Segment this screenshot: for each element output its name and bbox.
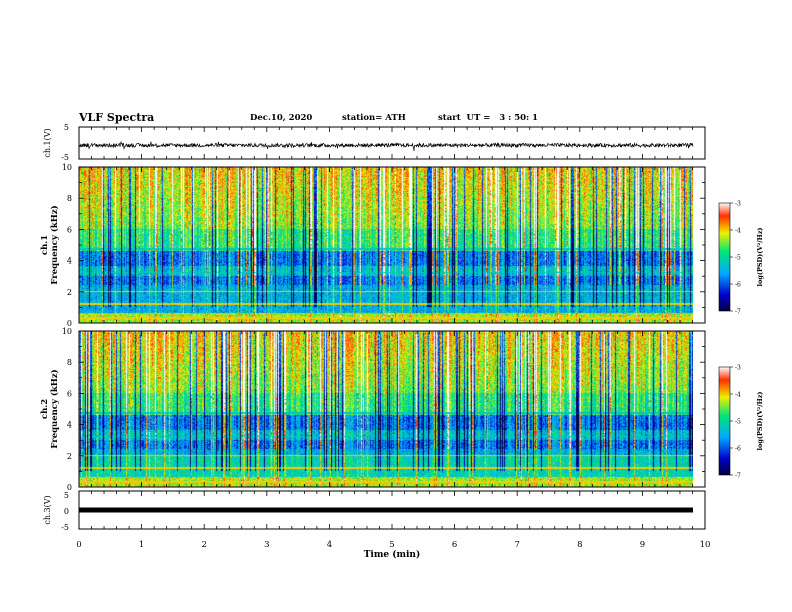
spec1-image [79,167,693,323]
ch3-waveform [79,507,693,513]
colorbar-tick-label: -4 [735,392,741,399]
ch1-ylabel: ch.1(V) [43,128,52,157]
station-label: station= ATH [342,113,406,123]
ch1-colorbar-ticks: -3 -4 -5 -6 -7 [730,201,741,316]
ch1-ytick-bottom: -5 [61,153,69,162]
ch3-ytick-5: 5 [64,491,69,500]
colorbar-tick-label: -4 [735,228,741,235]
colorbar-tick-label: -3 [735,365,741,372]
ch2-colorbar-label: log(PSD)(V²/Hz) [756,392,764,451]
ch2-spectrogram [79,331,693,487]
ch1-colorbar-label: log(PSD)(V²/Hz) [756,228,764,287]
colorbar-tick-label: -3 [735,201,741,208]
x-tick-label: 0 [76,540,81,550]
spec2-image [79,331,693,487]
x-tick-label: 6 [452,540,457,550]
x-axis-label: Time (min) [364,549,421,560]
chart-title: VLF Spectra [79,111,155,124]
ch2-spec-ylabel-a: ch.2 [40,399,50,419]
freq-tick-label: 8 [67,358,72,367]
freq-tick-label: 2 [67,288,72,297]
ch2-colorbar-ticks: -3 -4 -5 -6 -7 [730,365,741,480]
colorbar-tick-label: -7 [735,309,741,316]
ch3-trace-band [79,507,693,513]
ch2-colorbar: -3 -4 -5 -6 -7 log(PSD)(V²/Hz) [718,365,764,480]
ch2-frequency-ticks: 0 2 4 6 8 10 [62,327,72,492]
ch3-ylabel: ch.3(V) [43,495,52,524]
ch1-ytick-top: 5 [64,123,69,132]
colorbar-tick-label: -6 [735,446,741,453]
ch1-frequency-ticks: 0 2 4 6 8 10 [62,163,72,328]
x-tick-label: 1 [139,540,144,550]
x-tick-labels: 0 1 2 3 4 5 6 7 8 9 10 [76,540,710,550]
freq-tick-label: 10 [62,163,72,172]
start-time-label: start UT = 3 : 50: 1 [438,113,539,123]
freq-tick-label: 10 [62,327,72,336]
x-tick-label: 3 [264,540,269,550]
ch1-trace-line [78,141,694,152]
x-tick-label: 7 [514,540,519,550]
colorbar-tick-label: -6 [735,282,741,289]
freq-tick-label: 8 [67,194,72,203]
x-tick-label: 5 [389,540,394,550]
ch3-ytick-0: 0 [64,507,69,516]
colorbar-tick-label: -5 [735,419,741,426]
axis-ticks [78,127,706,529]
freq-tick-label: 0 [67,319,72,328]
ch1-spec-ylabel-a: ch.1 [40,235,50,255]
freq-tick-label: 4 [67,421,72,430]
date-label: Dec.10, 2020 [250,113,313,123]
freq-tick-label: 4 [67,257,72,266]
ch3-ytick-m5: -5 [61,523,69,532]
x-tick-label: 2 [201,540,206,550]
ch1-spectrogram [79,167,693,323]
ch1-waveform [78,141,694,152]
x-tick-label: 9 [640,540,645,550]
freq-tick-label: 0 [67,483,72,492]
x-tick-label: 4 [327,540,332,550]
freq-tick-label: 6 [67,225,72,234]
colorbar-tick-label: -5 [735,255,741,262]
freq-tick-label: 2 [67,452,72,461]
colorbar-tick-label: -7 [735,473,741,480]
freq-tick-label: 6 [67,389,72,398]
x-tick-label: 8 [577,540,582,550]
ch1-spec-ylabel-b: Frequency (kHz) [49,205,60,284]
x-tick-label: 10 [700,540,711,550]
ch1-colorbar: -3 -4 -5 -6 -7 log(PSD)(V²/Hz) [718,201,764,316]
ch2-spec-ylabel-b: Frequency (kHz) [49,369,60,448]
